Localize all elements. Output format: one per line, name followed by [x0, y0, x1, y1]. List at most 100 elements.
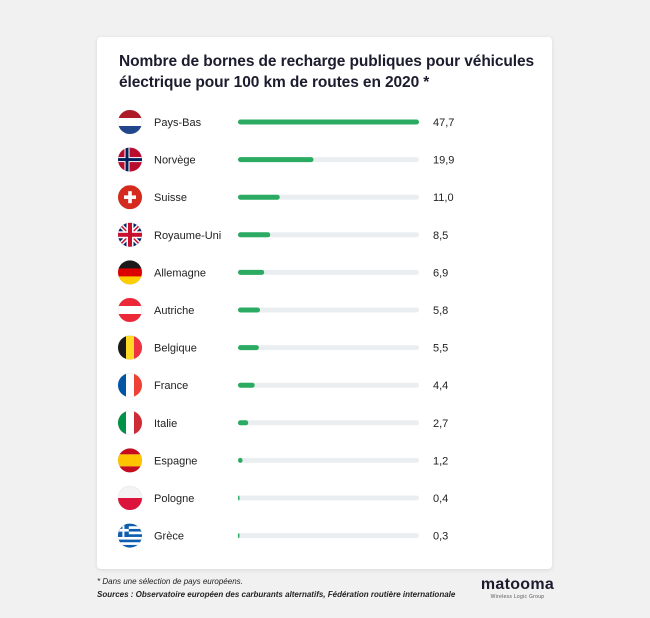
flag-outline	[117, 297, 143, 323]
bar-track	[238, 345, 419, 351]
flag-band	[118, 268, 142, 277]
value-label: 0,3	[433, 531, 448, 543]
bar	[238, 345, 259, 351]
matooma-logo: matooma Wireless Logic Group	[480, 576, 555, 600]
chart-row: Belgique 5,5	[117, 335, 448, 360]
flag-part	[118, 448, 142, 455]
value-label: 5,8	[433, 305, 448, 317]
flag-band	[134, 410, 142, 435]
flag-band	[118, 373, 127, 398]
flag-outline	[117, 222, 143, 248]
logo-name: matooma	[480, 576, 555, 593]
flag-band	[118, 110, 142, 119]
flag-band	[118, 498, 142, 510]
category-label: Autriche	[154, 305, 194, 317]
flag-stripe	[118, 523, 142, 527]
category-label: Belgique	[154, 343, 197, 355]
chart-row: Italie 2,7	[117, 410, 448, 436]
spain-flag	[118, 448, 142, 473]
logo-tagline: Wireless Logic Group	[490, 594, 545, 600]
greece-flag	[118, 523, 142, 548]
chart-row: Grèce 0,3	[117, 523, 448, 548]
bar	[238, 382, 255, 388]
sources-note: Sources : Observatoire européen des carb…	[97, 590, 456, 599]
flag-band	[118, 276, 142, 285]
category-label: Allemagne	[154, 267, 206, 279]
bar	[238, 495, 240, 501]
bar	[238, 232, 271, 238]
value-label: 5,5	[433, 343, 448, 355]
value-label: 47,7	[433, 117, 454, 129]
flag-outline	[117, 372, 143, 398]
value-label: 6,9	[433, 267, 448, 279]
poland-flag	[118, 486, 142, 510]
flag-cross	[124, 195, 136, 199]
flag-band	[134, 373, 142, 398]
flag-stripe	[118, 536, 142, 540]
category-label: Espagne	[154, 455, 197, 467]
flag-outline	[117, 485, 143, 511]
flag-outline	[117, 184, 143, 210]
flag-outline	[117, 109, 143, 135]
flag-part	[118, 454, 142, 467]
chart-row: Pays-Bas 47,7	[117, 109, 454, 135]
chart-row: Royaume-Uni 8,5	[117, 222, 448, 248]
switzerland-flag	[118, 185, 142, 210]
value-label: 4,4	[433, 380, 448, 392]
france-flag	[118, 373, 142, 398]
flag-band	[118, 306, 142, 315]
bar-chart: Pays-Bas 47,7 Norvège 19,9 Suisse 11,0 Royaume…	[117, 109, 454, 548]
flag-stripe	[118, 528, 142, 532]
flag-stripe	[118, 526, 142, 530]
flag-band	[118, 118, 142, 127]
flag-band	[126, 410, 135, 435]
bar	[238, 533, 240, 539]
flag-outline	[117, 523, 143, 548]
flag-stripe	[118, 542, 142, 546]
chart-row: France 4,4	[117, 372, 448, 398]
flag-band	[118, 486, 142, 499]
chart-row: Allemagne 6,9	[117, 260, 448, 285]
category-label: Pologne	[154, 493, 194, 505]
bar-track	[238, 307, 419, 313]
bar-track	[238, 194, 419, 200]
bar-track	[238, 269, 419, 275]
bar	[238, 420, 249, 426]
bar-track	[238, 457, 419, 463]
category-label: Italie	[154, 418, 177, 430]
value-label: 2,7	[433, 418, 448, 430]
flag-outline	[117, 410, 143, 436]
value-label: 1,2	[433, 455, 448, 467]
norway-flag	[118, 147, 142, 172]
bar-track	[238, 420, 419, 426]
flag-outline	[117, 260, 143, 285]
belgium-flag	[118, 335, 142, 360]
flag-band	[118, 335, 127, 360]
flag-stripe	[118, 539, 142, 543]
flag-band	[118, 314, 142, 322]
bar-track	[238, 382, 419, 388]
flag-band	[134, 335, 142, 360]
bar-track	[238, 533, 419, 539]
netherlands-flag	[118, 110, 142, 134]
flag-band	[118, 410, 127, 435]
italy-flag	[118, 410, 142, 435]
chart-row: Pologne 0,4	[117, 485, 448, 511]
uk-flag	[118, 222, 142, 247]
flag-outline	[117, 147, 143, 172]
flag-band	[118, 260, 142, 269]
footnote: * Dans une sélection de pays européens.	[97, 577, 243, 586]
flag-outline	[117, 448, 143, 473]
flag-band	[126, 373, 135, 398]
flag-stripe	[118, 544, 142, 548]
value-label: 0,4	[433, 493, 448, 505]
flag-stripe	[118, 534, 142, 538]
flag-band	[118, 126, 142, 134]
flag-cross	[118, 232, 142, 237]
bar-track	[238, 232, 419, 238]
category-label: Norvège	[154, 155, 196, 167]
chart-card: Nombre de bornes de recharge publiques p…	[97, 37, 552, 569]
flag-cross	[118, 528, 129, 532]
chart-row: Norvège 19,9	[117, 147, 454, 172]
category-label: Pays-Bas	[154, 117, 202, 129]
